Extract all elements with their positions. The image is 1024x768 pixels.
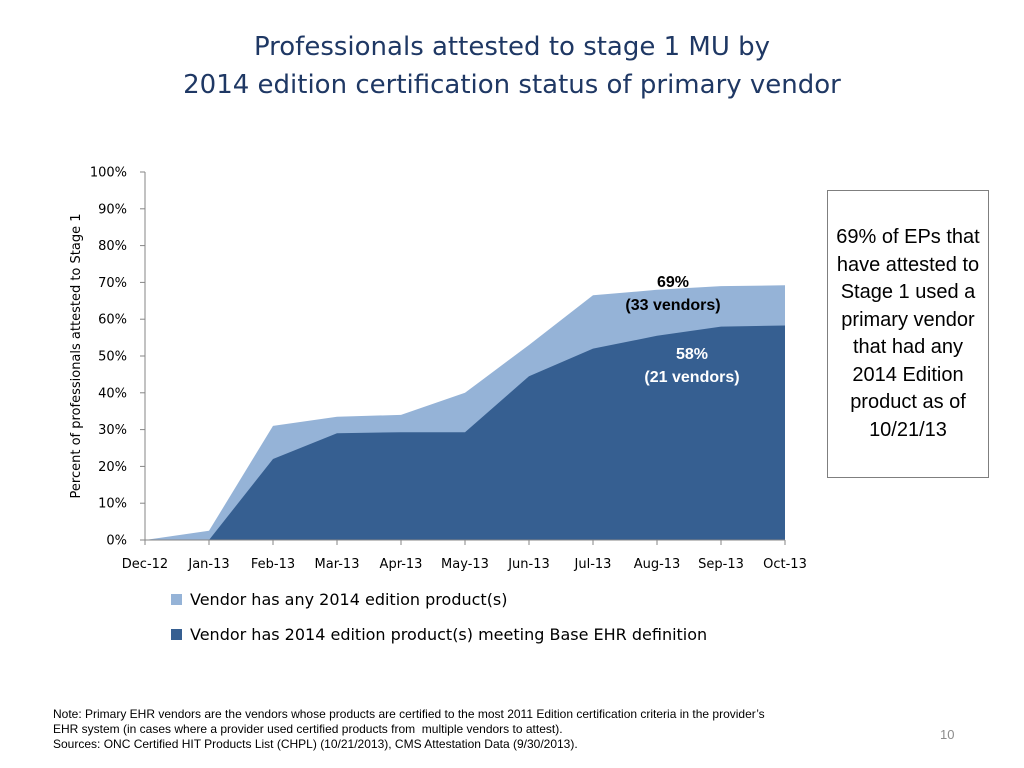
- legend-label: Vendor has 2014 edition product(s) meeti…: [190, 625, 707, 644]
- slide-title: Professionals attested to stage 1 MU by …: [0, 28, 1024, 104]
- y-tick-label: 0%: [106, 534, 127, 549]
- y-tick-label: 60%: [98, 313, 127, 328]
- x-tick-label: May-13: [441, 557, 489, 572]
- x-tick-label: Oct-13: [763, 557, 807, 572]
- x-tick-label: Sep-13: [698, 557, 744, 572]
- y-tick-label: 30%: [98, 423, 127, 438]
- x-tick-label: Aug-13: [634, 557, 681, 572]
- y-tick-label: 100%: [90, 166, 127, 181]
- footnote-line2: EHR system (in cases where a provider us…: [53, 722, 563, 736]
- y-axis-label: Percent of professionals attested to Sta…: [69, 214, 84, 499]
- x-tick-label: Apr-13: [380, 557, 423, 572]
- annotation-label: 58% (21 vendors): [644, 346, 739, 386]
- footnote-sources: Sources: ONC Certified HIT Products List…: [53, 737, 578, 751]
- slide-title-line2: 2014 edition certification status of pri…: [183, 70, 841, 100]
- y-tick-label: 90%: [98, 202, 127, 217]
- area-chart: 0% 10% 20% 30% 40% 50% 60% 70% 80% 90% 100% Dec-12 J…: [69, 166, 807, 645]
- y-tick-label: 40%: [98, 386, 127, 401]
- y-tick-label: 50%: [98, 350, 127, 365]
- y-tick-label: 70%: [98, 276, 127, 291]
- annotation-label: 69% (33 vendors): [625, 274, 720, 314]
- slide-title-line1: Professionals attested to stage 1 MU by: [253, 32, 771, 62]
- footnote: Note: Primary EHR vendors are the vendor…: [53, 707, 913, 752]
- x-tick-label: Jun-13: [507, 557, 550, 572]
- x-tick-label: Mar-13: [315, 557, 360, 572]
- callout-text: 69% of EPs that have attested to Stage 1…: [836, 226, 980, 441]
- footnote-line1: Note: Primary EHR vendors are the vendor…: [53, 707, 765, 721]
- legend-label: Vendor has any 2014 edition product(s): [190, 590, 508, 609]
- y-tick-label: 80%: [98, 239, 127, 254]
- y-tick-label: 10%: [98, 497, 127, 512]
- x-tick-label: Dec-12: [122, 557, 168, 572]
- page-number: 10: [940, 727, 955, 742]
- callout-box: 69% of EPs that have attested to Stage 1…: [827, 190, 989, 478]
- x-tick-label: Jan-13: [187, 557, 229, 572]
- legend-swatch: [171, 594, 182, 605]
- y-tick-label: 20%: [98, 460, 127, 475]
- x-tick-label: Jul-13: [574, 557, 612, 572]
- x-tick-label: Feb-13: [251, 557, 295, 572]
- area-series-2: [145, 325, 785, 540]
- legend-swatch: [171, 629, 182, 640]
